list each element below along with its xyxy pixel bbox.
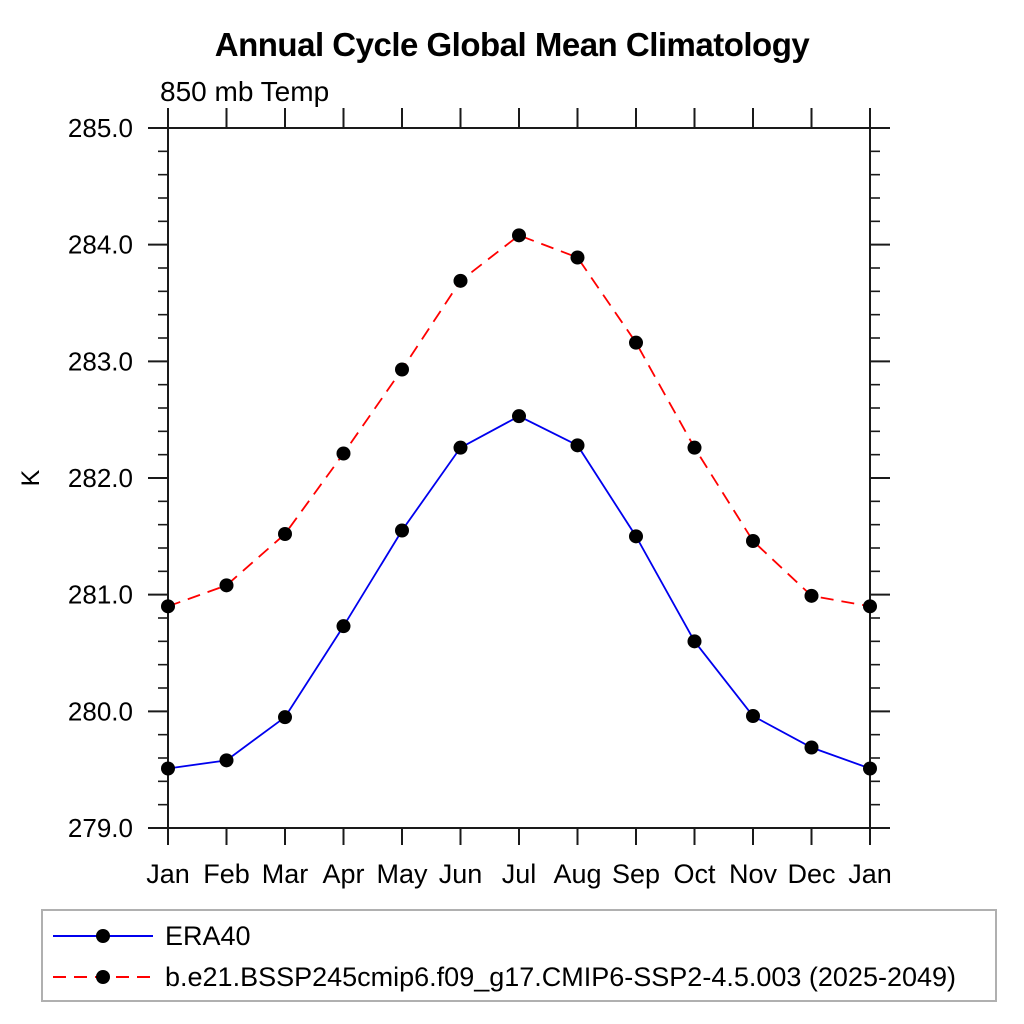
data-point-marker: [161, 761, 175, 776]
legend-item-era40: ERA40: [49, 921, 251, 951]
legend-box: ERA40 b.e21.BSSP245cmip6.f09_g17.CMIP6-S…: [41, 909, 997, 1002]
legend-item-model: b.e21.BSSP245cmip6.f09_g17.CMIP6-SSP2-4.…: [49, 962, 957, 992]
legend-label-model: b.e21.BSSP245cmip6.f09_g17.CMIP6-SSP2-4.…: [165, 962, 957, 992]
data-point-marker: [570, 250, 585, 265]
series-line-era40: [167, 415, 871, 770]
x-tick-label: Jan: [146, 859, 190, 889]
y-tick-label: 279.0: [68, 813, 133, 843]
x-tick-label: Dec: [787, 859, 835, 889]
legend-line-dashed-icon: [53, 970, 153, 984]
x-tick-label: Apr: [322, 859, 364, 889]
data-point-marker: [687, 440, 702, 455]
x-tick-label: Feb: [203, 859, 250, 889]
data-point-marker: [278, 710, 292, 725]
data-point-marker: [161, 599, 175, 614]
x-tick-label: Jul: [502, 859, 537, 889]
data-point-marker: [804, 588, 819, 603]
x-tick-label: Jun: [439, 859, 483, 889]
data-point-marker: [395, 362, 409, 377]
data-point-marker: [336, 619, 351, 634]
y-tick-label: 281.0: [68, 580, 133, 610]
legend-line-solid-icon: [53, 929, 153, 943]
x-tick-label: May: [376, 859, 428, 889]
y-tick-label: 283.0: [68, 346, 133, 376]
data-point-marker: [746, 709, 760, 723]
legend-marker-dot: [96, 929, 110, 943]
y-tick-label: 285.0: [68, 113, 133, 143]
x-tick-label: Mar: [262, 859, 309, 889]
legend-marker-dot: [96, 970, 110, 984]
chart-title: Annual Cycle Global Mean Climatology: [214, 26, 810, 63]
data-point-marker: [863, 761, 877, 776]
x-tick-label: Nov: [729, 859, 778, 889]
data-point-marker: [863, 599, 877, 614]
data-point-marker: [629, 335, 643, 350]
x-tick-label: Jan: [848, 859, 892, 889]
x-tick-label: Aug: [553, 859, 601, 889]
data-point-marker: [453, 273, 468, 288]
y-axis-label: K: [17, 469, 45, 486]
data-point-marker: [804, 740, 819, 755]
data-point-marker: [746, 534, 760, 548]
data-point-marker: [687, 634, 702, 649]
y-tick-label: 284.0: [68, 230, 133, 260]
data-point-marker: [512, 228, 526, 243]
data-point-marker: [512, 409, 526, 424]
y-tick-label: 280.0: [68, 696, 133, 726]
data-point-marker: [453, 440, 468, 455]
data-point-marker: [570, 438, 585, 453]
chart-subtitle: 850 mb Temp: [160, 76, 330, 107]
data-point-marker: [629, 529, 643, 544]
data-point-marker: [395, 523, 409, 538]
y-tick-label: 282.0: [68, 463, 133, 493]
data-point-marker: [278, 527, 292, 541]
data-point-marker: [219, 753, 234, 768]
legend-label-era40: ERA40: [165, 921, 251, 951]
data-point-marker: [219, 578, 234, 593]
x-tick-label: Oct: [673, 859, 716, 889]
data-point-marker: [336, 446, 351, 461]
x-tick-label: Sep: [612, 859, 660, 889]
